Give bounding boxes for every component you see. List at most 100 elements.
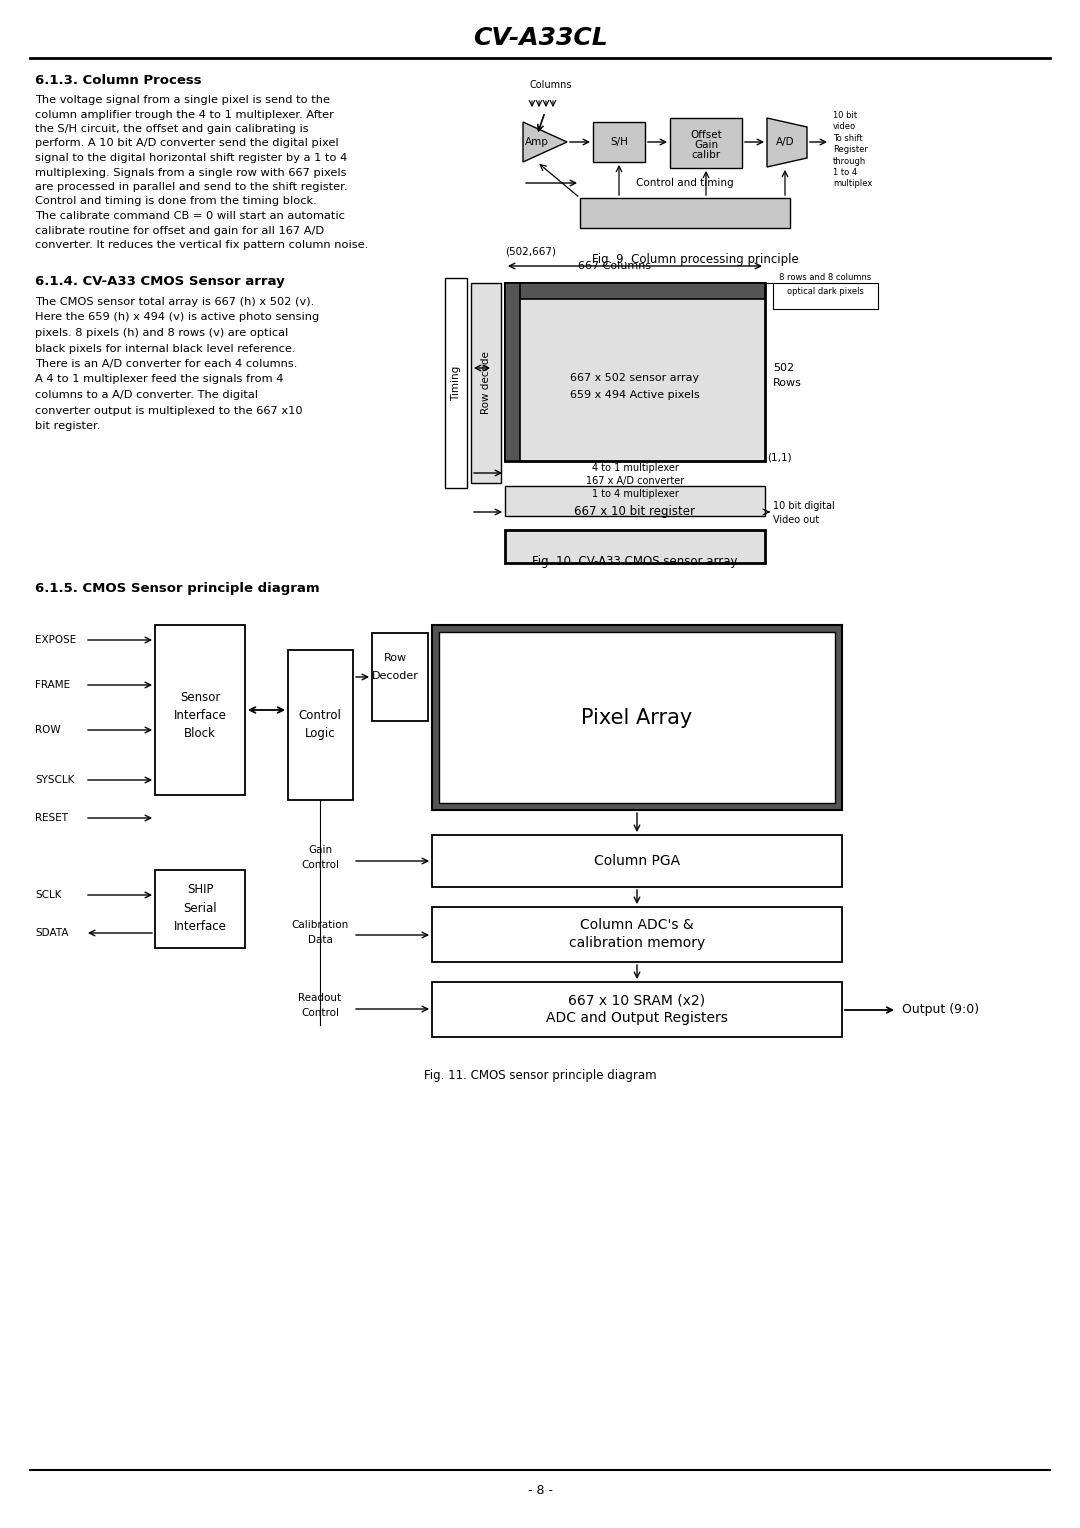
Text: Gain: Gain (694, 141, 718, 150)
Text: 4 to 1 multiplexer: 4 to 1 multiplexer (592, 463, 678, 474)
Bar (471, 283, 501, 483)
Bar (156, 625, 245, 795)
Text: FRAME: FRAME (35, 680, 70, 691)
Text: ROW: ROW (35, 724, 60, 735)
Text: Column ADC's &: Column ADC's & (580, 918, 693, 932)
Text: through: through (833, 156, 866, 165)
Text: 667 x 10 SRAM (x2): 667 x 10 SRAM (x2) (568, 993, 705, 1007)
Text: 667 x 10 bit register: 667 x 10 bit register (575, 506, 696, 518)
Text: column amplifier trough the 4 to 1 multiplexer. After: column amplifier trough the 4 to 1 multi… (35, 110, 334, 119)
Text: converter. It reduces the vertical fix pattern column noise.: converter. It reduces the vertical fix p… (35, 240, 368, 251)
Bar (156, 869, 245, 947)
Text: SYSCLK: SYSCLK (35, 775, 75, 785)
Polygon shape (523, 122, 567, 162)
Text: 6.1.4. CV-A33 CMOS Sensor array: 6.1.4. CV-A33 CMOS Sensor array (35, 275, 285, 289)
Text: Block: Block (184, 726, 216, 740)
Text: Sensor: Sensor (179, 691, 220, 703)
Text: Offset: Offset (690, 130, 721, 141)
Text: CV-A33CL: CV-A33CL (473, 26, 607, 50)
Text: 8 rows and 8 columns: 8 rows and 8 columns (779, 274, 872, 283)
Text: The calibrate command CB = 0 will start an automatic: The calibrate command CB = 0 will start … (35, 211, 345, 222)
Text: 10 bit: 10 bit (833, 110, 858, 119)
Bar (773, 283, 878, 309)
Text: 10 bit digital: 10 bit digital (773, 501, 835, 510)
Text: Here the 659 (h) x 494 (v) is active photo sensing: Here the 659 (h) x 494 (v) is active pho… (35, 313, 320, 322)
Polygon shape (767, 118, 807, 167)
Text: video: video (833, 122, 856, 131)
Text: EXPOSE: EXPOSE (35, 636, 77, 645)
Bar (505, 283, 765, 461)
Text: Video out: Video out (773, 515, 820, 526)
Text: 6.1.3. Column Process: 6.1.3. Column Process (35, 73, 202, 87)
Text: 167 x A/D converter: 167 x A/D converter (585, 477, 684, 486)
Text: Serial: Serial (184, 902, 217, 914)
Text: converter output is multiplexed to the 667 x10: converter output is multiplexed to the 6… (35, 405, 302, 416)
Text: Columns: Columns (530, 79, 572, 90)
Text: Timing: Timing (451, 365, 461, 400)
Text: are processed in parallel and send to the shift register.: are processed in parallel and send to th… (35, 182, 348, 193)
Bar (580, 199, 789, 228)
Bar (432, 625, 842, 810)
Text: Amp: Amp (525, 138, 549, 147)
Bar (432, 834, 842, 886)
Text: Control: Control (301, 860, 339, 869)
Text: 6.1.5. CMOS Sensor principle diagram: 6.1.5. CMOS Sensor principle diagram (35, 582, 320, 594)
Bar (505, 530, 765, 562)
Text: multiplexing. Signals from a single row with 667 pixels: multiplexing. Signals from a single row … (35, 168, 347, 177)
Bar (445, 278, 467, 487)
Text: S/H: S/H (610, 138, 627, 147)
Text: Gain: Gain (308, 845, 332, 856)
Text: The CMOS sensor total array is 667 (h) x 502 (v).: The CMOS sensor total array is 667 (h) x… (35, 296, 314, 307)
Text: Control and timing is done from the timing block.: Control and timing is done from the timi… (35, 197, 316, 206)
Bar (505, 486, 765, 516)
Text: Fig. 11. CMOS sensor principle diagram: Fig. 11. CMOS sensor principle diagram (423, 1068, 657, 1082)
Text: Readout: Readout (298, 993, 341, 1002)
Text: SHIP: SHIP (187, 883, 213, 897)
Text: Control: Control (298, 709, 341, 721)
Text: SCLK: SCLK (35, 889, 62, 900)
Text: A/D: A/D (775, 138, 794, 147)
Text: Column PGA: Column PGA (594, 854, 680, 868)
Bar (432, 908, 842, 963)
Text: (1,1): (1,1) (767, 452, 792, 463)
Text: To shift: To shift (833, 133, 863, 142)
Text: The voltage signal from a single pixel is send to the: The voltage signal from a single pixel i… (35, 95, 330, 105)
Text: A 4 to 1 multiplexer feed the signals from 4: A 4 to 1 multiplexer feed the signals fr… (35, 374, 283, 385)
Text: 502: 502 (773, 364, 794, 373)
Text: Control: Control (301, 1008, 339, 1018)
Text: There is an A/D converter for each 4 columns.: There is an A/D converter for each 4 col… (35, 359, 297, 368)
Text: 1 to 4 multiplexer: 1 to 4 multiplexer (592, 489, 678, 500)
Text: 659 x 494 Active pixels: 659 x 494 Active pixels (570, 390, 700, 400)
Bar (438, 633, 835, 804)
Text: optical dark pixels: optical dark pixels (786, 287, 863, 295)
Bar (593, 122, 645, 162)
Text: 667 Columns: 667 Columns (579, 261, 651, 270)
Text: Decoder: Decoder (372, 671, 418, 681)
Bar (432, 983, 842, 1038)
Text: Interface: Interface (174, 709, 227, 721)
Bar (670, 118, 742, 168)
Bar (372, 633, 428, 721)
Text: pixels. 8 pixels (h) and 8 rows (v) are optical: pixels. 8 pixels (h) and 8 rows (v) are … (35, 329, 288, 338)
Text: calibrate routine for offset and gain for all 167 A/D: calibrate routine for offset and gain fo… (35, 226, 324, 235)
Text: Calibration: Calibration (292, 920, 349, 931)
Text: Fig. 9. Column processing principle: Fig. 9. Column processing principle (592, 254, 798, 266)
Text: Pixel Array: Pixel Array (581, 707, 692, 727)
Text: Rows: Rows (773, 377, 801, 388)
Text: Row decode: Row decode (481, 351, 491, 414)
Text: Data: Data (308, 935, 333, 944)
Text: bit register.: bit register. (35, 422, 100, 431)
Text: Logic: Logic (305, 726, 335, 740)
Text: Fig. 10. CV-A33 CMOS sensor array: Fig. 10. CV-A33 CMOS sensor array (532, 556, 738, 568)
Text: columns to a A/D converter. The digital: columns to a A/D converter. The digital (35, 390, 258, 400)
Text: ADC and Output Registers: ADC and Output Registers (546, 1012, 728, 1025)
Text: multiplex: multiplex (833, 179, 873, 188)
Text: Interface: Interface (174, 920, 227, 932)
Text: 1 to 4: 1 to 4 (833, 168, 858, 177)
Bar (505, 283, 765, 299)
Text: signal to the digital horizontal shift register by a 1 to 4: signal to the digital horizontal shift r… (35, 153, 348, 163)
Text: the S/H circuit, the offset and gain calibrating is: the S/H circuit, the offset and gain cal… (35, 124, 309, 134)
Bar (505, 283, 519, 461)
Text: perform. A 10 bit A/D converter send the digital pixel: perform. A 10 bit A/D converter send the… (35, 139, 339, 148)
Text: Row: Row (383, 652, 406, 663)
